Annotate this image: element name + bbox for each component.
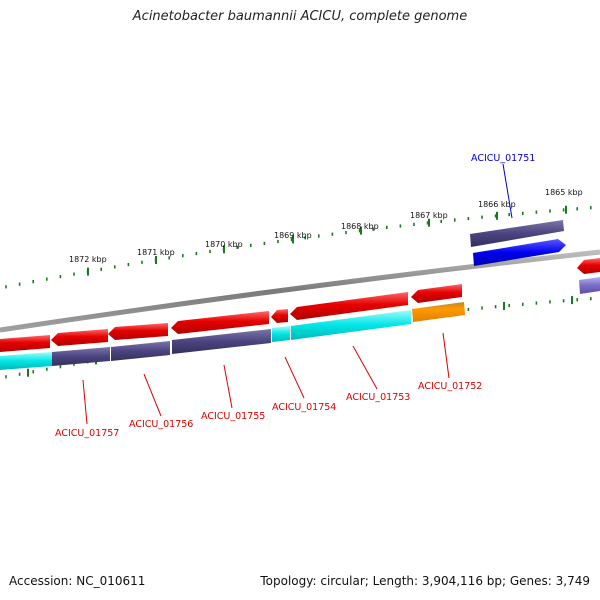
gene-arrow-red-3[interactable] <box>108 323 168 340</box>
gene-bar-navy-2[interactable] <box>111 341 170 361</box>
gene-bar-cyan-3[interactable] <box>291 310 411 340</box>
tick-label-1865: 1865 kbp <box>545 188 583 197</box>
tick-label-1872: 1872 kbp <box>69 255 107 264</box>
tick-label-1871: 1871 kbp <box>137 248 175 257</box>
gene-arrow-ACICU_01751-navy[interactable] <box>470 220 564 247</box>
gene-arrow-red-4[interactable] <box>171 311 269 334</box>
gene-labels: ACICU_01751 ACICU_01752 ACICU_01753 ACIC… <box>55 153 535 439</box>
gene-label-ACICU_01751[interactable]: ACICU_01751 <box>471 153 535 164</box>
tick-label-1870: 1870 kbp <box>205 240 243 249</box>
gene-label-ACICU_01756[interactable]: ACICU_01756 <box>129 419 193 430</box>
gene-label-ACICU_01755[interactable]: ACICU_01755 <box>201 411 265 422</box>
leader-ACICU_01754 <box>284 356 305 399</box>
gene-bar-navy-1[interactable] <box>52 347 110 366</box>
gene-arrow-red-6[interactable] <box>290 292 408 320</box>
genome-backbone <box>0 249 600 333</box>
leader-ACICU_01753 <box>352 345 378 390</box>
leader-ACICU_01755 <box>223 364 233 409</box>
gene-arrow-ACICU_01751-blue[interactable] <box>473 239 566 266</box>
reverse-strand-red-genes <box>0 284 462 352</box>
tick-label-1869: 1869 kbp <box>274 231 312 240</box>
gene-bar-cyan-1[interactable] <box>0 352 52 370</box>
reverse-strand-second-row <box>0 302 465 370</box>
gene-label-ACICU_01754[interactable]: ACICU_01754 <box>272 402 336 413</box>
leader-ACICU_01751 <box>502 163 513 219</box>
gene-bar-orange[interactable] <box>412 302 465 322</box>
gene-bar-navy-3[interactable] <box>172 329 271 354</box>
gene-arrow-red-7[interactable] <box>411 284 462 303</box>
tick-label-1866: 1866 kbp <box>478 200 516 209</box>
map-title: Acinetobacter baumannii ACICU, complete … <box>132 9 468 24</box>
gene-bar-cyan-2[interactable] <box>272 326 290 342</box>
gene-arrow-right-edge-purple[interactable] <box>579 277 600 294</box>
leader-ACICU_01752 <box>442 332 450 379</box>
leader-ACICU_01756 <box>143 373 162 417</box>
gene-arrow-red-5[interactable] <box>271 309 288 323</box>
gene-arrow-red-1[interactable] <box>0 335 50 352</box>
genome-summary-text: Topology: circular; Length: 3,904,116 bp… <box>260 574 590 588</box>
tick-label-1867: 1867 kbp <box>410 211 448 220</box>
forward-strand-genes <box>470 220 600 294</box>
gene-label-ACICU_01757[interactable]: ACICU_01757 <box>55 428 119 439</box>
accession-text: Accession: NC_010611 <box>9 574 146 588</box>
tick-labels: 1872 kbp 1871 kbp 1870 kbp 1869 kbp 1868… <box>69 188 583 264</box>
gene-arrow-right-edge-red[interactable] <box>577 258 600 274</box>
gene-label-ACICU_01752[interactable]: ACICU_01752 <box>418 381 482 392</box>
label-leaders <box>82 163 513 425</box>
gene-arrow-red-2[interactable] <box>51 329 108 346</box>
gene-label-ACICU_01753[interactable]: ACICU_01753 <box>346 392 410 403</box>
tick-label-1868: 1868 kbp <box>341 222 379 231</box>
leader-ACICU_01757 <box>82 379 88 425</box>
outer-tick-ring <box>5 205 592 289</box>
